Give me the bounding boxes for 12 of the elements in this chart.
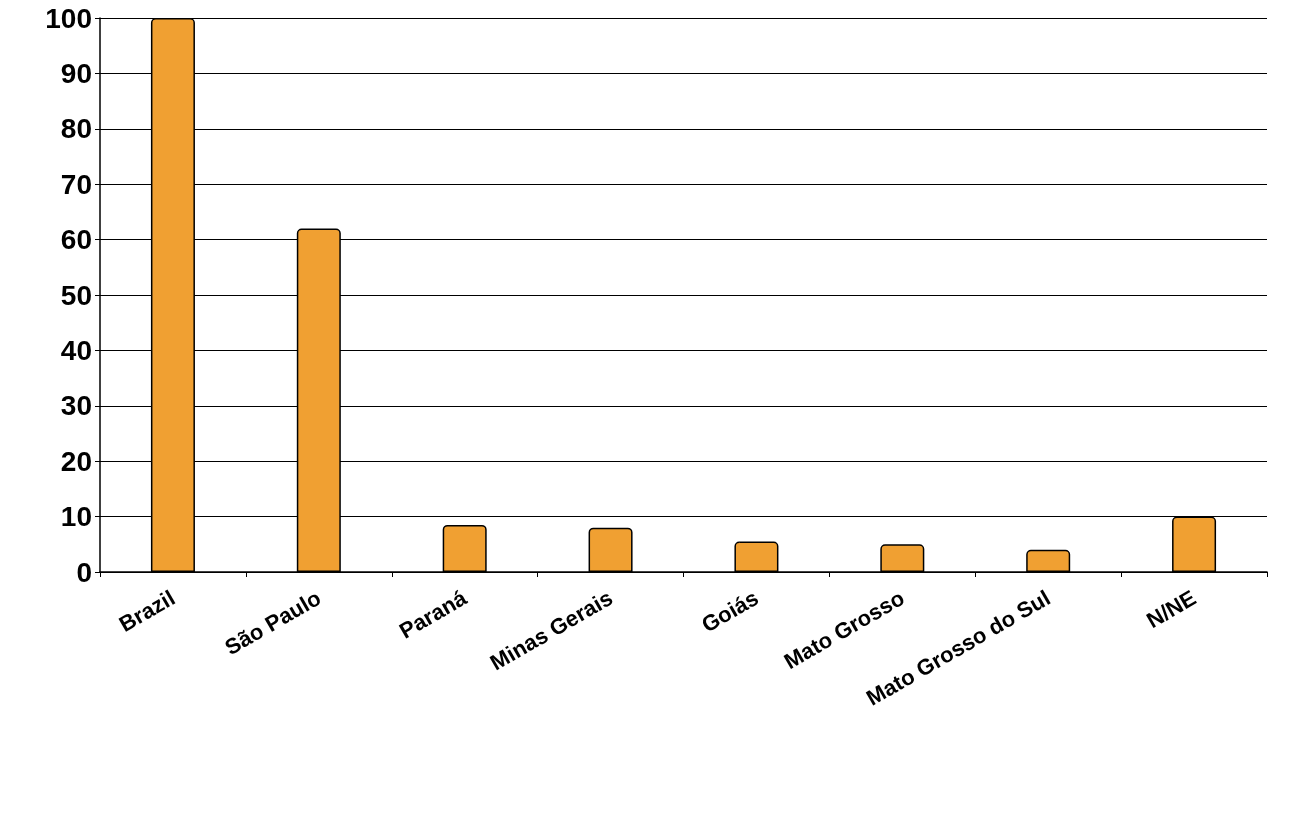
y-tick-label: 60 — [60, 224, 92, 256]
y-tick-label: 10 — [60, 501, 92, 533]
y-tick-label: 90 — [60, 57, 92, 89]
y-tick-label: 100 — [45, 2, 92, 34]
y-tick-label: 70 — [60, 168, 92, 200]
y-tick-label: 0 — [76, 556, 92, 588]
y-tick-label: 40 — [60, 334, 92, 366]
y-tick-label: 20 — [60, 445, 92, 477]
y-tick-label: 50 — [60, 279, 92, 311]
y-tick-label: 30 — [60, 390, 92, 422]
x-tick-label: Goiás — [697, 585, 763, 638]
y-tick-label: 80 — [60, 113, 92, 145]
